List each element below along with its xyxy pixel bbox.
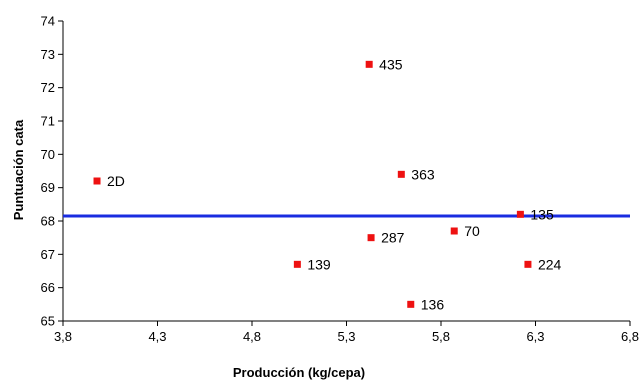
y-axis-title: Puntuación cata xyxy=(11,119,26,220)
data-point-marker xyxy=(293,260,301,268)
y-tick-label: 70 xyxy=(41,147,55,162)
y-tick-label: 73 xyxy=(41,47,55,62)
x-tick-label: 5,3 xyxy=(337,329,355,344)
y-tick-label: 68 xyxy=(41,214,55,229)
axes xyxy=(62,21,630,322)
y-tick-label: 69 xyxy=(41,180,55,195)
data-point-marker xyxy=(365,60,373,68)
data-points: 2D 435 363 135 287 70 139 224 136 xyxy=(93,56,562,312)
data-point-marker xyxy=(93,177,101,185)
data-point-marker xyxy=(524,260,532,268)
y-tick-label: 74 xyxy=(41,14,55,29)
data-point-marker xyxy=(367,234,375,242)
data-point-marker xyxy=(407,300,415,308)
x-tick-label: 6,8 xyxy=(621,329,639,344)
x-tick-label: 3,8 xyxy=(54,329,72,344)
data-point-label: 135 xyxy=(530,206,554,222)
data-point-marker xyxy=(397,170,405,178)
data-point-label: 139 xyxy=(307,256,331,272)
ticks: 65 66 67 68 69 70 71 72 73 74 3,8 4,3 4,8 5,3 5,8 6,3 6,… xyxy=(41,14,640,345)
x-axis-title: Producción (kg/cepa) xyxy=(233,365,365,380)
x-tick-label: 5,8 xyxy=(432,329,450,344)
data-point-label: 70 xyxy=(464,223,480,239)
data-point-label: 224 xyxy=(538,256,562,272)
y-tick-label: 66 xyxy=(41,280,55,295)
y-tick-label: 65 xyxy=(41,314,55,329)
data-point-label: 363 xyxy=(411,166,435,182)
data-point-label: 136 xyxy=(421,296,445,312)
data-point-label: 435 xyxy=(379,56,403,72)
data-point-marker xyxy=(450,227,458,235)
x-tick-label: 4,3 xyxy=(148,329,166,344)
x-tick-label: 6,3 xyxy=(526,329,544,344)
y-tick-label: 67 xyxy=(41,247,55,262)
data-point-label: 287 xyxy=(381,230,405,246)
data-point-marker xyxy=(516,210,524,218)
data-point-label: 2D xyxy=(107,173,125,189)
x-tick-label: 4,8 xyxy=(243,329,261,344)
y-tick-label: 72 xyxy=(41,80,55,95)
y-tick-label: 71 xyxy=(41,114,55,129)
